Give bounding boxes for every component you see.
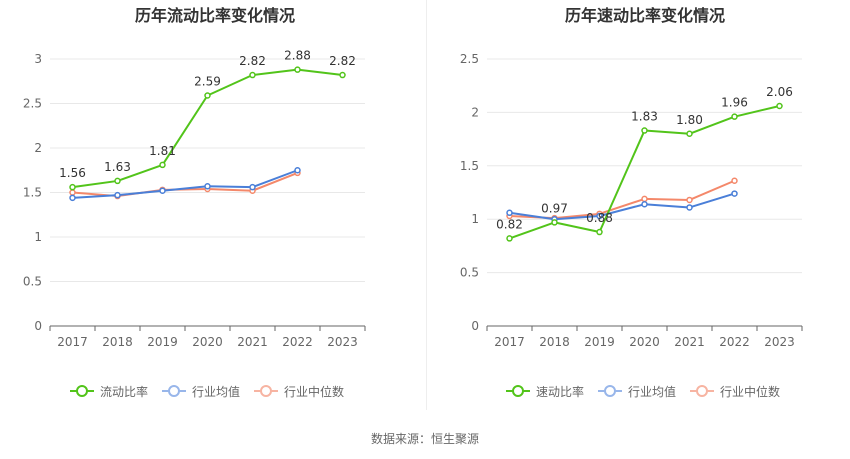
right-data-label: 0.97	[541, 201, 568, 215]
legend-current-ratio-marker	[70, 384, 94, 398]
right-x-tick-label: 2018	[539, 335, 570, 349]
right-data-label: 0.88	[586, 211, 613, 225]
legend-industry-mean-label-left: 行业均值	[192, 384, 241, 399]
current-ratio-chart: 0 0.5 1 1.5 2 2.5 3 2017 2018 2019 2020 2021 2022 202…	[23, 49, 366, 349]
legend-industry-median-label-right: 行业中位数	[720, 384, 781, 399]
right-y-tick-label: 1.5	[460, 159, 479, 173]
left-y-tick-label: 0.5	[23, 275, 42, 289]
legend-industry-mean-label-right: 行业均值	[628, 384, 677, 399]
right-series-1-line	[509, 192, 735, 221]
right-x-tick-label: 2021	[674, 335, 705, 349]
left-x-tick-label: 2019	[147, 335, 178, 349]
left-series-1-point	[159, 187, 166, 194]
legend-item-industry-mean-left[interactable]: 行业均值	[162, 383, 240, 400]
left-x-tick-label: 2017	[57, 335, 88, 349]
left-y-tick-label: 1	[34, 230, 42, 244]
right-series-1-point	[641, 200, 648, 208]
right-x-tick-label: 2022	[719, 335, 750, 349]
left-series-1-point	[114, 191, 121, 199]
legend-item-industry-median-right[interactable]: 行业中位数	[690, 383, 780, 400]
right-series-1-point	[506, 209, 513, 217]
legend-quick-ratio-marker	[506, 384, 530, 398]
right-series-0-point	[686, 130, 693, 138]
right-series-2-point	[686, 196, 693, 204]
right-x-tick-label: 2017	[494, 335, 525, 349]
right-series-0-point	[641, 127, 648, 134]
legend-item-current-ratio[interactable]: 流动比率	[70, 383, 148, 400]
left-data-label: 1.56	[59, 166, 86, 180]
left-y-tick-label: 3	[34, 52, 42, 66]
right-series-0-point	[731, 113, 738, 120]
right-chart-title: 历年速动比率变化情况	[564, 6, 725, 25]
chart-divider	[426, 0, 427, 410]
legend-item-industry-mean-right[interactable]: 行业均值	[598, 383, 676, 400]
right-series-0-point	[506, 235, 513, 242]
quick-ratio-chart: 0 0.5 1 1.5 2 2.5 2017 2018 2019 2020 2021 2022 2023…	[460, 52, 803, 349]
right-series-0-point	[551, 219, 558, 226]
left-series-0-point	[114, 177, 121, 185]
left-y-tick-label: 2.5	[23, 97, 42, 111]
right-y-tick-label: 0	[471, 319, 479, 333]
right-data-label: 2.06	[766, 85, 793, 99]
left-series-0-point	[294, 66, 301, 73]
legend-industry-mean-marker-left	[162, 384, 187, 398]
left-y-tick-label: 2	[34, 141, 42, 155]
legend-industry-median-label-left: 行业中位数	[284, 384, 345, 399]
legend-item-industry-median-left[interactable]: 行业中位数	[254, 383, 344, 400]
left-y-tick-label: 1.5	[23, 186, 42, 200]
legend-industry-median-marker-left	[254, 384, 279, 398]
legend-quick-ratio-label: 速动比率	[536, 384, 585, 399]
left-series-0-point	[69, 183, 76, 191]
right-data-label: 1.80	[676, 113, 703, 127]
right-y-tick-label: 2	[471, 105, 479, 119]
right-y-tick-label: 2.5	[460, 52, 479, 66]
left-x-tick-label: 2023	[327, 335, 358, 349]
left-x-tick-label: 2020	[192, 335, 223, 349]
right-series-1-point	[686, 204, 693, 211]
left-series-1-point	[204, 183, 211, 190]
right-y-tick-label: 0.5	[460, 266, 479, 280]
left-series-0-point	[339, 71, 346, 79]
left-data-label: 1.81	[149, 144, 176, 158]
left-series-1-point	[249, 183, 256, 191]
left-series-0-point	[204, 92, 211, 99]
left-data-label: 1.63	[104, 160, 131, 174]
left-data-label: 2.82	[239, 54, 266, 68]
right-x-tick-label: 2020	[629, 335, 660, 349]
right-data-label: 1.96	[721, 96, 748, 110]
left-series-1-line	[72, 169, 298, 199]
left-series-1-point	[69, 194, 76, 202]
left-data-label: 2.88	[284, 49, 311, 63]
left-data-label: 2.82	[329, 54, 356, 68]
legend-item-quick-ratio[interactable]: 速动比率	[506, 383, 584, 400]
right-data-label: 1.83	[631, 110, 658, 124]
right-series-1-point	[731, 190, 738, 197]
left-data-label: 2.59	[194, 74, 221, 88]
right-series-1-point	[596, 212, 603, 220]
right-series-2-point	[731, 177, 738, 185]
right-x-tick-label: 2019	[584, 335, 615, 349]
left-series-0-point	[159, 161, 166, 169]
legend-industry-median-marker-right	[690, 384, 715, 398]
left-series-1-point	[294, 167, 301, 174]
legend-current-ratio-label: 流动比率	[100, 384, 149, 399]
left-x-tick-label: 2018	[102, 335, 133, 349]
left-legend: 流动比率 行业均值 行业中位数	[70, 381, 358, 401]
left-series-0-point	[249, 71, 256, 79]
right-x-tick-label: 2023	[764, 335, 795, 349]
right-y-tick-label: 1	[471, 212, 479, 226]
right-legend: 速动比率 行业均值 行业中位数	[506, 381, 794, 401]
right-series-2-point	[641, 195, 648, 203]
left-chart-title: 历年流动比率变化情况	[134, 6, 295, 25]
left-x-tick-label: 2022	[282, 335, 313, 349]
legend-industry-mean-marker-right	[598, 384, 623, 398]
left-x-tick-label: 2021	[237, 335, 268, 349]
left-y-tick-label: 0	[34, 319, 42, 333]
right-series-0-point	[776, 102, 783, 110]
right-data-label: 0.82	[496, 217, 523, 231]
data-source-note: 数据来源：恒生聚源	[370, 432, 479, 446]
right-series-0-point	[596, 228, 603, 236]
